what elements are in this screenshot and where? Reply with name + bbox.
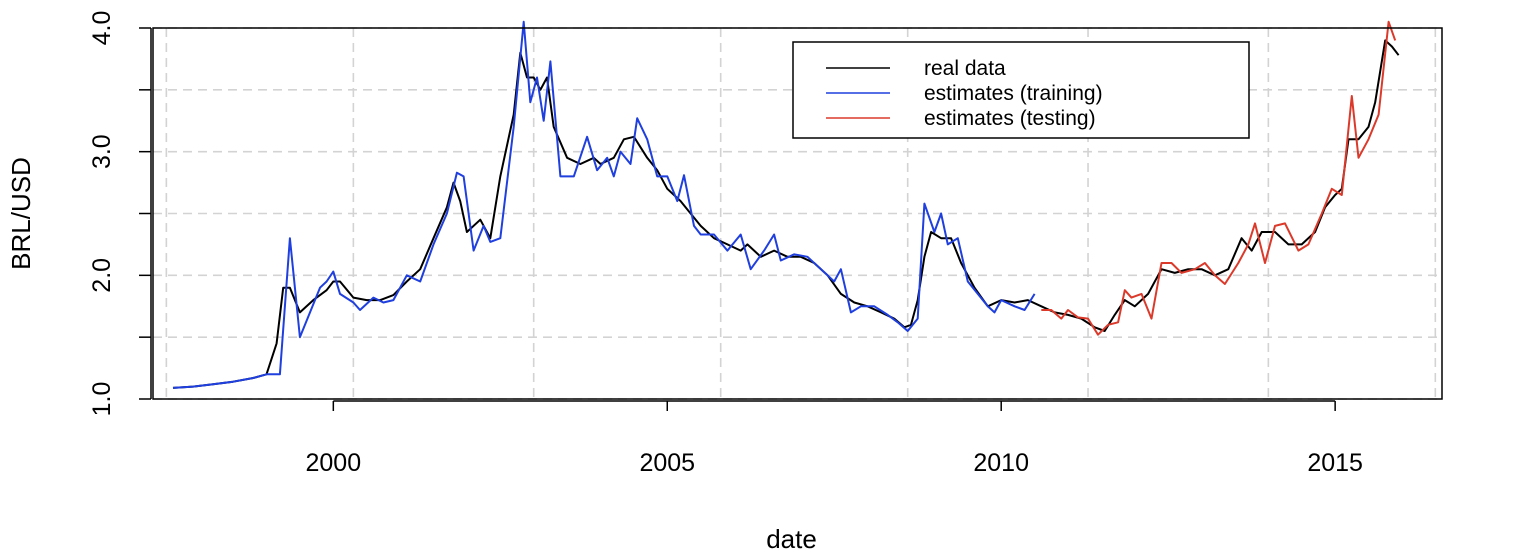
x-tick-label: 2010 — [973, 449, 1029, 477]
y-tick-label: 2.0 — [88, 258, 116, 293]
legend: real data estimates (training) estimates… — [792, 41, 1250, 139]
legend-box — [792, 41, 1250, 139]
x-axis-title: date — [766, 524, 817, 552]
series-line-estimates-testing — [1041, 20, 1397, 336]
legend-label-training: estimates (training) — [924, 82, 1103, 105]
y-tick-label: 4.0 — [88, 11, 116, 46]
plot-border — [152, 27, 1443, 400]
y-tick-label: 1.0 — [88, 382, 116, 417]
axes: 2000 2005 2010 2015 1.0 2.0 3.0 4.0 — [88, 11, 1363, 477]
legend-label-testing: estimates (testing) — [924, 107, 1096, 130]
y-tick-label: 3.0 — [88, 134, 116, 169]
x-tick-label: 2015 — [1307, 449, 1363, 477]
series-line-estimates-training — [172, 20, 1036, 389]
y-axis-title: BRL/USD — [6, 157, 36, 270]
x-tick-label: 2005 — [639, 449, 695, 477]
x-tick-label: 2000 — [306, 449, 362, 477]
series-lines — [172, 20, 1400, 389]
legend-label-real-data: real data — [924, 57, 1006, 80]
